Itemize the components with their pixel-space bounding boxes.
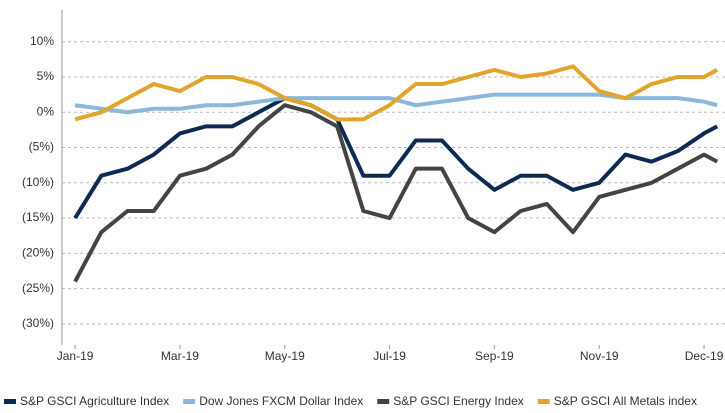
y-tick-label: (10%) xyxy=(22,175,54,189)
legend-label: S&P GSCI Agriculture Index xyxy=(20,394,169,408)
legend-label: Dow Jones FXCM Dollar Index xyxy=(199,394,363,408)
y-tick-label: 10% xyxy=(30,34,54,48)
series-line xyxy=(74,64,719,122)
series-line xyxy=(73,103,719,283)
x-tick-label: Jan-19 xyxy=(57,349,94,363)
y-tick-label: (5%) xyxy=(29,140,54,154)
x-tick-label: Mar-19 xyxy=(161,349,199,363)
y-tick-label: (25%) xyxy=(22,281,54,295)
legend-label: S&P GSCI Energy Index xyxy=(393,394,524,408)
legend-swatch xyxy=(537,399,550,404)
x-tick-label: Jul-19 xyxy=(373,349,406,363)
x-tick-label: Sep-19 xyxy=(475,349,514,363)
x-tick-label: May-19 xyxy=(265,349,305,363)
x-tick-label: Nov-19 xyxy=(580,349,619,363)
legend-swatch xyxy=(183,399,196,404)
legend-swatch xyxy=(377,399,390,404)
y-tick-label: 0% xyxy=(37,104,55,118)
y-tick-label: 5% xyxy=(37,69,55,83)
y-tick-label: (20%) xyxy=(22,245,54,259)
legend-label: S&P GSCI All Metals index xyxy=(554,394,697,408)
series-line xyxy=(73,96,719,220)
legend-swatch xyxy=(4,399,16,404)
y-tick-label: (30%) xyxy=(22,316,54,330)
x-tick-label: Dec-19 xyxy=(685,349,724,363)
y-tick-label: (15%) xyxy=(22,210,54,224)
